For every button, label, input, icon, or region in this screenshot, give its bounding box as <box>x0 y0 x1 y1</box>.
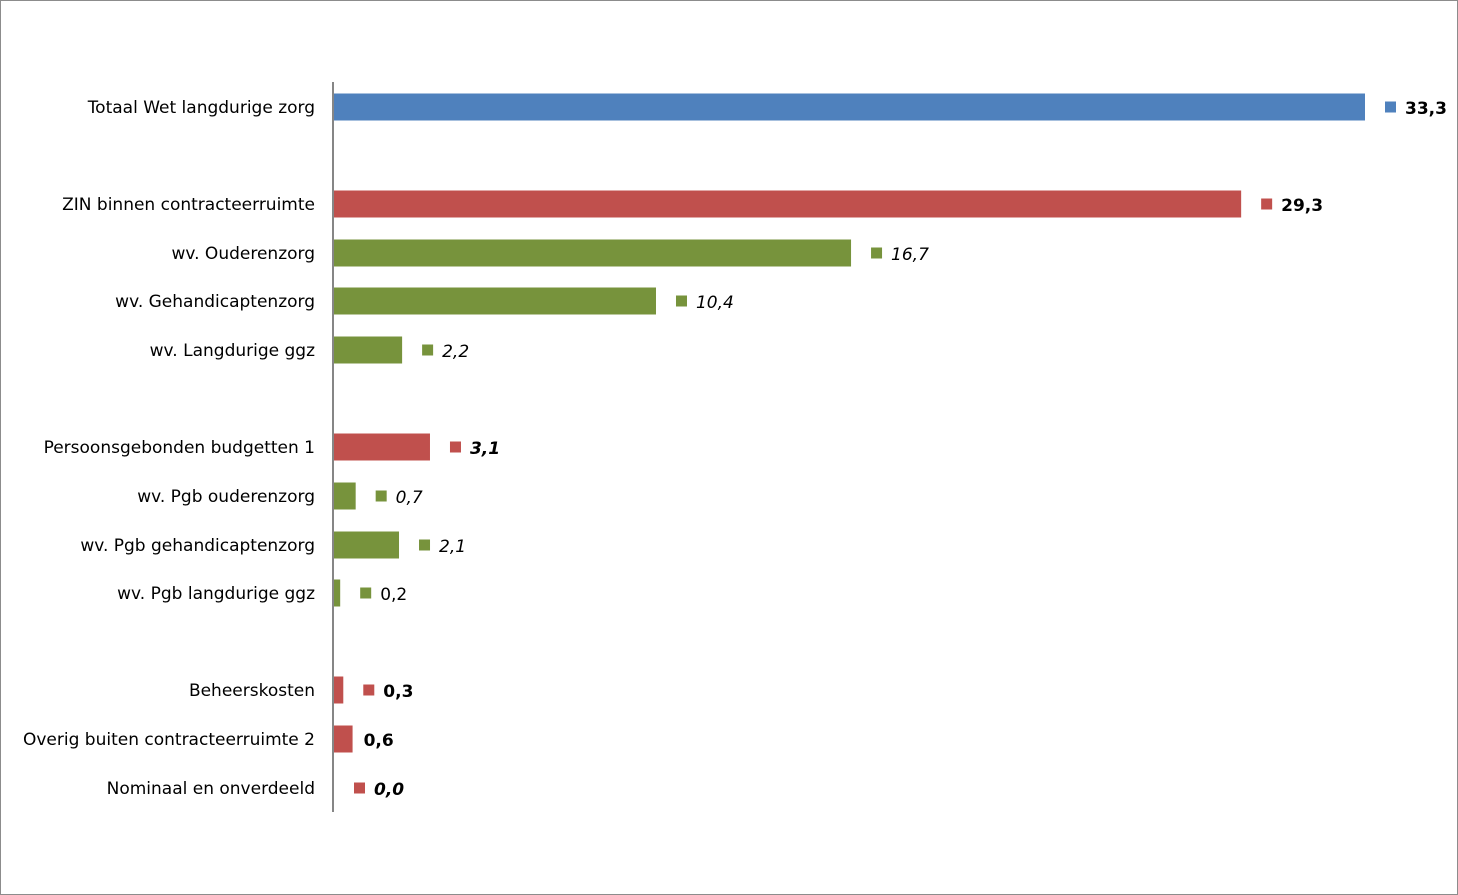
category-label-zin-binnen-contracteerruimte: ZIN binnen contracteerruimte <box>62 195 315 215</box>
value-marker-zin-binnen-contracteerruimte <box>1261 198 1273 210</box>
category-labels-group: Totaal Wet langdurige zorg ZIN binnen con… <box>23 98 315 799</box>
value-marker-wv-pgb-langdurige-ggz <box>360 587 372 599</box>
value-label-nominaal-en-onverdeeld: 0,0 <box>374 780 404 800</box>
category-label-wv-gehandicaptenzorg: wv. Gehandicaptenzorg <box>115 292 315 312</box>
value-marker-wv-pgb-ouderenzorg <box>375 490 387 502</box>
value-label-wv-ouderenzorg: 16,7 <box>891 245 929 265</box>
category-label-wv-ouderenzorg: wv. Ouderenzorg <box>171 244 315 264</box>
value-label-totaal-wet-langdurige-zorg: 33,3 <box>1405 99 1447 119</box>
bar-wv-pgb-ouderenzorg <box>334 482 356 510</box>
category-label-persoonsgebonden-budgetten-1: Persoonsgebonden budgetten 1 <box>44 438 315 458</box>
value-label-wv-pgb-ouderenzorg: 0,7 <box>396 488 423 508</box>
value-marker-wv-gehandicaptenzorg <box>675 295 687 307</box>
value-labels-group: 33,3 29,3 16,7 10,4 2,2 3,1 0,7 2,1 0,2 0,3 0,6 0,0 <box>354 99 1447 800</box>
value-marker-wv-pgb-gehandicaptenzorg <box>419 539 431 551</box>
bar-wv-pgb-gehandicaptenzorg <box>334 531 400 559</box>
value-label-wv-langdurige-ggz: 2,2 <box>442 342 469 362</box>
category-label-totaal-wet-langdurige-zorg: Totaal Wet langdurige zorg <box>87 98 315 118</box>
value-marker-wv-langdurige-ggz <box>422 344 434 356</box>
value-label-persoonsgebonden-budgetten-1: 3,1 <box>470 439 500 459</box>
category-label-wv-pgb-langdurige-ggz: wv. Pgb langdurige ggz <box>117 584 315 604</box>
category-label-nominaal-en-onverdeeld: Nominaal en onverdeeld <box>107 779 315 799</box>
bar-wv-ouderenzorg <box>334 239 852 267</box>
value-label-zin-binnen-contracteerruimte: 29,3 <box>1281 196 1323 216</box>
category-label-wv-langdurige-ggz: wv. Langdurige ggz <box>150 341 315 361</box>
value-label-wv-pgb-gehandicaptenzorg: 2,1 <box>439 537 466 557</box>
value-marker-nominaal-en-onverdeeld <box>354 782 365 794</box>
value-marker-totaal-wet-langdurige-zorg <box>1385 101 1396 113</box>
value-marker-beheerskosten <box>363 684 375 696</box>
bars-group <box>334 93 1365 753</box>
category-label-overig-buiten-contracteerruimte-2: Overig buiten contracteerruimte 2 <box>23 730 315 750</box>
category-label-wv-pgb-ouderenzorg: wv. Pgb ouderenzorg <box>137 487 315 507</box>
value-label-wv-gehandicaptenzorg: 10,4 <box>696 293 734 313</box>
value-label-wv-pgb-langdurige-ggz: 0,2 <box>380 585 407 605</box>
category-label-wv-pgb-gehandicaptenzorg: wv. Pgb gehandicaptenzorg <box>80 536 315 556</box>
value-label-beheerskosten: 0,3 <box>383 682 413 702</box>
bar-wv-gehandicaptenzorg <box>334 287 656 315</box>
value-marker-wv-ouderenzorg <box>871 247 883 259</box>
bar-beheerskosten <box>334 676 344 704</box>
bar-overig-buiten-contracteerruimte-2 <box>334 725 353 753</box>
bar-totaal-wet-langdurige-zorg <box>334 93 1365 121</box>
bar-wv-pgb-langdurige-ggz <box>334 579 341 607</box>
category-label-beheerskosten: Beheerskosten <box>189 681 315 701</box>
value-label-overig-buiten-contracteerruimte-2: 0,6 <box>364 731 394 751</box>
value-marker-persoonsgebonden-budgetten-1 <box>449 441 461 453</box>
bar-zin-binnen-contracteerruimte <box>334 190 1242 218</box>
bar-wv-langdurige-ggz <box>334 336 403 364</box>
bar-persoonsgebonden-budgetten-1 <box>334 433 430 461</box>
